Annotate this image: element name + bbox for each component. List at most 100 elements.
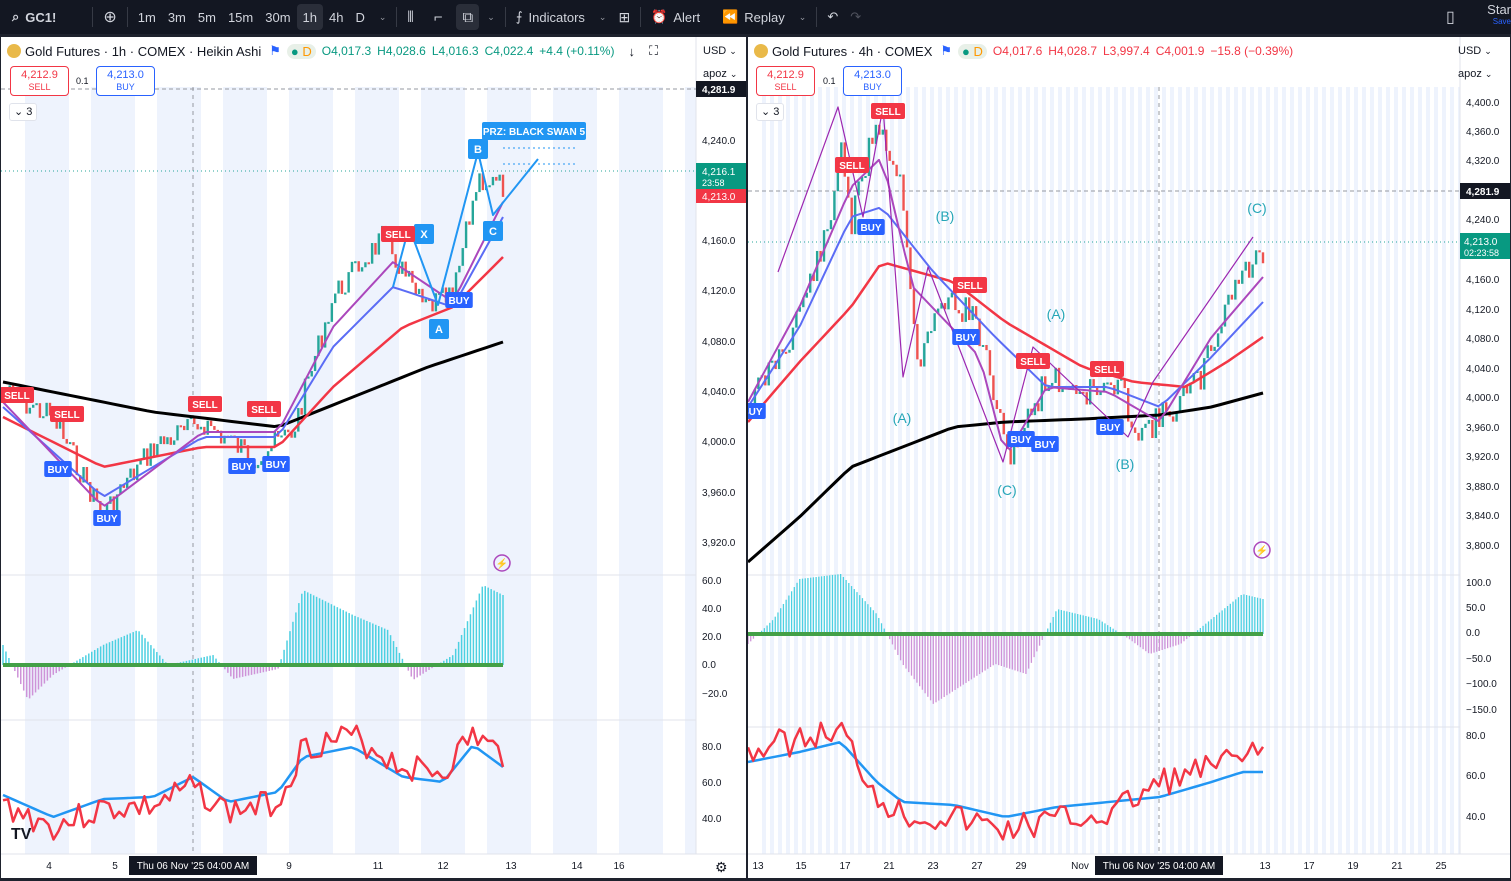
tf-5m[interactable]: 5m	[192, 4, 222, 30]
candle	[929, 331, 933, 334]
buy-button[interactable]: 4,213.0 BUY	[96, 66, 155, 96]
price-tick: 4,240.0	[1466, 215, 1500, 226]
candle	[826, 229, 829, 232]
count-value: 3	[26, 106, 33, 118]
indicator-count[interactable]: ⌄ 3	[756, 103, 785, 121]
add-symbol-button[interactable]: ⊕	[97, 4, 122, 30]
sell-signal-tag-bg	[871, 103, 905, 119]
sell-button[interactable]: 4,212.9 SELL	[10, 66, 69, 96]
indicators-button[interactable]: ⨍ Indicators	[510, 4, 591, 30]
session-band	[890, 87, 894, 854]
lot-size[interactable]: 0.1	[823, 76, 836, 86]
candle	[1127, 388, 1130, 422]
candle	[166, 437, 169, 445]
tf-30m[interactable]: 30m	[259, 4, 296, 30]
candle	[344, 292, 347, 295]
gold-coin-icon	[7, 44, 21, 58]
indicators-dropdown[interactable]: ⌄	[591, 4, 613, 30]
ma-200-line	[2, 340, 504, 429]
candle	[414, 282, 417, 295]
settings-gear-icon[interactable]: ⚙	[715, 859, 728, 875]
change-value: −15.8 (−0.39%)	[1210, 44, 1294, 58]
currency-select[interactable]: USD ⌄	[703, 45, 737, 57]
candle	[919, 359, 923, 367]
bar-style-button[interactable]: ⫴	[401, 4, 419, 30]
redo-button[interactable]: ↷	[844, 4, 867, 30]
save-area[interactable]: Star Save	[1483, 4, 1511, 28]
tf-dropdown[interactable]: ⌄	[371, 4, 393, 30]
replay-button[interactable]: ⏪ Replay	[716, 4, 791, 30]
line-style-button[interactable]: ⌐	[428, 4, 449, 30]
tf-label: 3m	[167, 9, 186, 25]
candle	[916, 324, 919, 360]
buy-label: BUY	[863, 82, 882, 92]
tf-label: D	[355, 9, 365, 25]
session-band	[1034, 87, 1038, 854]
chart-pane-1h[interactable]: 4,240.04,200.04,160.04,120.04,080.04,040…	[1, 37, 746, 878]
indicator-count[interactable]: ⌄ 3	[9, 103, 38, 121]
tf-1m[interactable]: 1m	[132, 4, 162, 30]
pattern-point-label: X	[420, 229, 428, 241]
session-band	[1378, 87, 1382, 854]
symbol-search[interactable]: ⌕ GC1!	[6, 4, 62, 30]
price-tick: 3,960.0	[702, 488, 736, 499]
prz-label-bg	[482, 122, 586, 140]
candles-button[interactable]: ⧉	[456, 4, 480, 30]
tf-3m[interactable]: 3m	[162, 4, 192, 30]
price-tick: 3,920.0	[702, 538, 736, 549]
tf-15m[interactable]: 15m	[222, 4, 259, 30]
layouts-button[interactable]: ⊞	[612, 4, 636, 30]
flag-icon[interactable]: ⚑	[940, 43, 953, 58]
chevron-down-icon: ⌄	[761, 106, 771, 118]
flag-icon[interactable]: ⚑	[269, 43, 281, 58]
candle	[864, 175, 867, 178]
session-band	[1114, 87, 1118, 854]
chart-type-dropdown[interactable]: ⌄	[479, 4, 501, 30]
buy-signal-tag: BUY	[1099, 423, 1120, 434]
candle	[300, 408, 303, 415]
session-band	[1090, 87, 1094, 854]
time-tick: 19	[1347, 861, 1359, 872]
session-band	[994, 87, 998, 854]
candle	[75, 445, 79, 476]
session-band	[289, 87, 333, 854]
sell-button[interactable]: 4,212.9 SELL	[756, 66, 815, 96]
lightning-icon	[493, 554, 511, 572]
candle	[119, 484, 122, 495]
candle	[280, 435, 283, 438]
pattern-point-label: B	[474, 144, 482, 156]
download-icon[interactable]: ↓	[628, 43, 635, 59]
divider	[504, 7, 506, 27]
candle	[28, 407, 32, 414]
candle	[424, 299, 428, 303]
undo-button[interactable]: ↶	[821, 4, 844, 30]
candle	[1178, 396, 1182, 412]
chart-canvas-4h[interactable]: 4,400.0 4,360.0 4,320.0 4,240.0 4,160.0 4,120…	[748, 37, 1510, 878]
tf-D[interactable]: D	[349, 4, 370, 30]
script-select[interactable]: apoz ⌄	[703, 68, 738, 80]
chart-canvas-1h[interactable]: 4,240.04,200.04,160.04,120.04,080.04,040…	[1, 37, 746, 878]
time-tick: 27	[971, 861, 983, 872]
candle	[1144, 423, 1147, 428]
replay-dropdown[interactable]: ⌄	[791, 4, 813, 30]
currency-select[interactable]: USD ⌄	[1458, 45, 1492, 57]
buy-button[interactable]: 4,213.0 BUY	[843, 66, 902, 96]
candle	[78, 475, 82, 483]
session-band	[1330, 87, 1334, 854]
script-select[interactable]: apoz ⌄	[1458, 68, 1493, 80]
candle	[950, 292, 954, 298]
chevron-down-icon: ⌄	[14, 106, 24, 118]
lot-size[interactable]: 0.1	[76, 76, 89, 86]
pattern-point-bg	[429, 319, 449, 339]
grid-icon: ⊞	[618, 8, 631, 25]
buy-signal-tag-bg	[445, 292, 473, 308]
tf-1h[interactable]: 1h	[296, 4, 323, 30]
tf-4h[interactable]: 4h	[323, 4, 349, 30]
chart-pane-4h[interactable]: 4,400.0 4,360.0 4,320.0 4,240.0 4,160.0 4,120…	[748, 37, 1510, 878]
osc-tick: 50.0	[1466, 603, 1486, 614]
layout-toggle-button[interactable]: ▯	[1440, 4, 1461, 30]
maximize-icon[interactable]: ⛶	[648, 43, 659, 58]
session-band	[1322, 87, 1326, 854]
alert-button[interactable]: ⏰ Alert	[645, 4, 706, 30]
candle	[1158, 408, 1161, 428]
